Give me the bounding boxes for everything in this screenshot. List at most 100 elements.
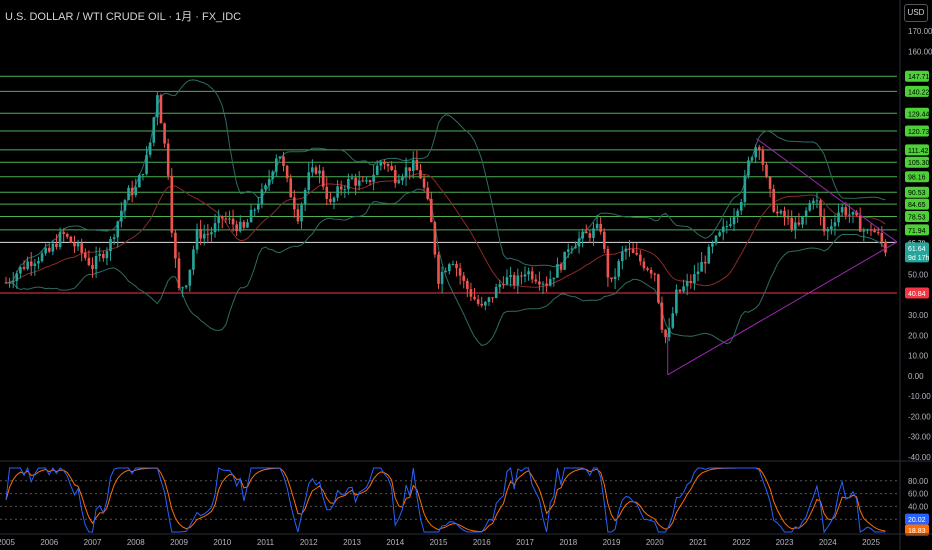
candle-body [76, 243, 80, 247]
candle-body [743, 175, 747, 202]
candle-body [876, 232, 880, 234]
candle-body [718, 232, 721, 236]
candle-body [574, 246, 577, 249]
time-tick: 2005 [0, 538, 15, 547]
candle-body [51, 243, 55, 252]
candle-body [199, 228, 202, 239]
candle-body [314, 167, 318, 174]
candle-body [678, 289, 682, 292]
candle-body [566, 249, 570, 252]
osc-level-label: 60.00 [908, 490, 929, 499]
chart-title: U.S. DOLLAR / WTI CRUDE OIL · 1月 · FX_ID… [5, 11, 242, 23]
candle-body [548, 279, 552, 286]
candle-body [202, 233, 206, 239]
d-last-label-bg [905, 524, 929, 536]
candle-body [451, 264, 455, 266]
level-label: 98.16 [908, 175, 926, 182]
candle-body [588, 233, 592, 238]
candle-body [174, 232, 177, 259]
candle-body [91, 265, 94, 270]
candle-body [707, 246, 711, 264]
time-tick: 2007 [84, 538, 102, 547]
candle-body [419, 170, 422, 179]
k-last-label-bg [905, 513, 929, 525]
k-line [5, 466, 886, 534]
candle-body [29, 261, 33, 267]
time-tick: 2019 [603, 538, 621, 547]
candle-body [231, 218, 235, 225]
candle-body [556, 264, 559, 278]
candle-body [282, 156, 285, 166]
candle-body [822, 216, 826, 232]
candle-body [862, 230, 866, 232]
candle-body [696, 271, 700, 275]
candle-body [318, 170, 321, 174]
candle-body [109, 238, 112, 252]
candle-body [725, 226, 729, 228]
candle-body [40, 253, 44, 261]
candle-body [152, 117, 156, 143]
candle-body [563, 251, 566, 270]
candle-body [768, 176, 772, 189]
candle-body [844, 207, 848, 216]
candle-body [350, 177, 354, 179]
candle-body [786, 217, 790, 219]
candle-body [530, 271, 534, 280]
candle-body [858, 215, 862, 232]
candle-body [739, 201, 743, 211]
candle-body [300, 204, 303, 222]
candle-body [311, 167, 314, 173]
countdown-label-bg [905, 251, 929, 263]
candle-body [141, 174, 145, 176]
level-label: 147.71 [908, 74, 930, 81]
time-tick: 2014 [386, 538, 404, 547]
candle-body [599, 223, 602, 232]
candle-body [368, 180, 372, 183]
candle-body [422, 178, 426, 188]
candle-body [127, 187, 130, 201]
candle-body [667, 327, 671, 338]
candle-body [570, 248, 574, 250]
candle-body [426, 187, 429, 199]
moving-average [5, 173, 886, 288]
last-price-label: 61.64 [908, 246, 926, 253]
candle-body [4, 282, 8, 284]
support-label: 40.84 [908, 291, 926, 298]
price-tick: 10.00 [908, 352, 929, 361]
candle-body [869, 229, 873, 231]
candle-body [693, 274, 696, 283]
candle-body [545, 283, 548, 286]
candle-body [296, 209, 300, 222]
candle-body [610, 277, 613, 280]
candle-body [329, 198, 332, 202]
candle-body [8, 282, 11, 284]
candle-body [256, 204, 260, 210]
candle-body [437, 254, 440, 284]
candle-body [884, 241, 887, 253]
candle-body [498, 284, 502, 288]
candle-body [621, 251, 624, 262]
candle-body [812, 200, 815, 204]
candle-body [112, 237, 116, 239]
osc-level-label: 80.00 [908, 477, 929, 486]
price-tick: 50.00 [908, 270, 929, 279]
candle-body [848, 214, 851, 216]
candle-body [249, 209, 253, 223]
price-axis: 170.00 160.00 50.00 30.00 20.00 10.00 0.00 -10.… [899, 0, 932, 550]
candle-body [653, 273, 657, 275]
candle-body [873, 230, 876, 233]
level-label-bg [905, 198, 929, 210]
time-tick: 2013 [343, 538, 361, 547]
candle-body [577, 238, 581, 247]
horizontal-levels: 147.71 140.22 129.44 120.73 111.42 105.30 98.1… [0, 70, 930, 299]
candle-body [390, 166, 393, 171]
candle-body [851, 211, 855, 215]
time-tick: 2025 [862, 538, 880, 547]
candle-body [58, 232, 62, 248]
candle-body [379, 161, 383, 166]
candle-body [772, 188, 775, 212]
currency-button[interactable]: USD [904, 4, 928, 22]
price-tick: -10.00 [908, 392, 931, 401]
